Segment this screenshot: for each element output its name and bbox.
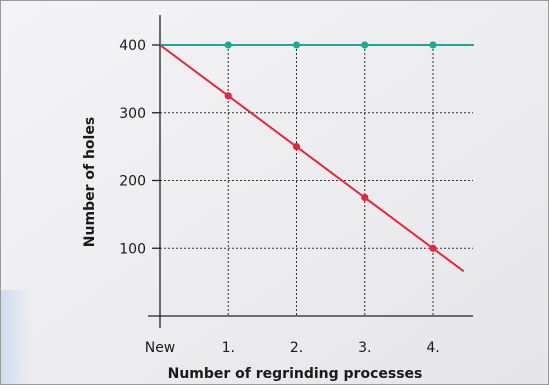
series-1-point [224,41,232,49]
y-axis-title: Number of holes [82,117,98,247]
axes [148,15,473,328]
x-tick-label: 3. [358,340,371,356]
tick-labels: 100 200 300 400 New 1. 2. 3. 4. [119,38,439,356]
y-tick-label: 300 [119,106,146,122]
series-2-point [429,244,437,252]
series-1-point [429,41,437,49]
x-tick-label: 1. [222,340,235,356]
series-2-point [361,193,369,202]
x-axis-title: Number of regrinding processes [168,366,423,382]
y-tick-label: 200 [119,174,146,190]
series-1-point [292,41,301,49]
x-tick-label: New [145,340,176,356]
series-2-point [292,143,301,151]
series-2-line [159,44,465,273]
x-tick-label: 4. [426,340,439,356]
series-layer [159,41,474,273]
series-1-point [361,41,369,49]
y-tick-label: 100 [119,241,146,257]
y-tick-label: 400 [119,38,146,54]
decorative-blue-strip [1,290,31,384]
series-2-point [224,92,232,100]
x-tick-label: 2. [290,340,303,356]
grid-lines [160,44,473,316]
